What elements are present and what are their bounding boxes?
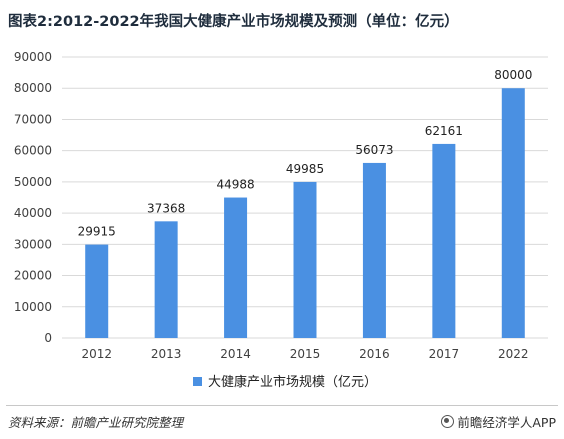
x-tick-label: 2022 [498,347,529,361]
data-label: 37368 [147,201,185,215]
x-tick-label: 2013 [151,347,182,361]
data-label: 44988 [216,178,254,192]
chart-title: 图表2:2012-2022年我国大健康产业市场规模及预测（单位：亿元） [8,14,459,30]
y-tick-label: 0 [44,331,52,345]
bar [501,88,525,338]
x-tick-label: 2015 [290,347,321,361]
brand-logo-icon [441,415,455,428]
y-tick-label: 40000 [14,206,52,220]
data-label: 80000 [494,68,532,82]
y-tick-label: 30000 [14,237,52,251]
y-tick-label: 20000 [14,269,52,283]
legend-label: 大健康产业市场规模（亿元） [208,374,377,390]
x-tick-label: 2012 [81,347,112,361]
bar [85,244,109,338]
brand-credit: 前瞻经济学人APP [441,412,556,431]
data-label: 29915 [78,225,116,239]
y-tick-label: 60000 [14,144,52,158]
y-tick-label: 50000 [14,175,52,189]
x-tick-label: 2014 [220,347,251,361]
y-tick-label: 90000 [14,50,52,64]
bar [432,143,456,338]
bar [154,221,178,338]
bar [362,162,386,338]
brand-name: 前瞻经济学人APP [457,415,556,430]
data-label: 49985 [286,162,324,176]
legend-swatch [193,377,202,386]
y-tick-label: 10000 [14,300,52,314]
x-tick-label: 2016 [359,347,390,361]
bar [293,181,317,338]
y-tick-label: 80000 [14,81,52,95]
y-tick-label: 70000 [14,112,52,126]
source-note: 资料来源：前瞻产业研究院整理 [8,415,184,430]
footer-divider [6,405,558,406]
data-label: 56073 [355,143,393,157]
x-tick-label: 2017 [429,347,460,361]
bar [224,197,248,338]
data-label: 62161 [425,124,463,138]
